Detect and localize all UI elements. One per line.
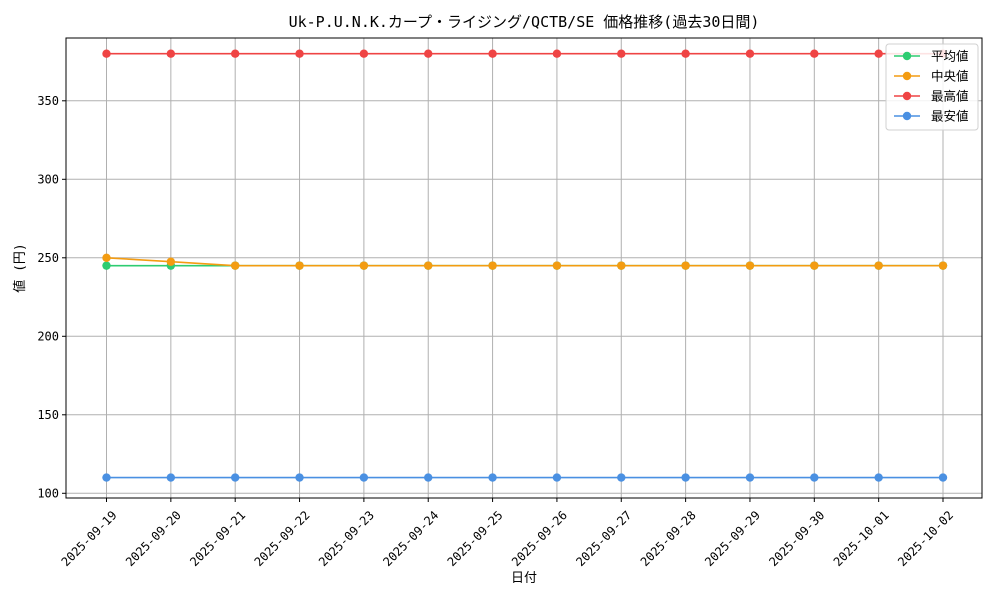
plot-frame <box>65 37 983 499</box>
data-point <box>810 473 819 482</box>
data-point <box>102 261 111 270</box>
data-point <box>617 49 626 58</box>
x-tick-label: 2025-09-19 <box>59 508 120 569</box>
x-tick-label: 2025-10-02 <box>895 508 956 569</box>
data-point <box>488 473 497 482</box>
data-point <box>810 49 819 58</box>
grid-lines <box>66 38 982 498</box>
data-point <box>938 261 948 270</box>
data-point <box>874 49 883 58</box>
legend-label: 中央値 <box>931 69 969 84</box>
legend-item: 平均値 <box>894 49 969 64</box>
data-point <box>102 253 111 262</box>
data-point <box>617 473 626 482</box>
legend-marker <box>902 51 912 61</box>
legend-item: 最高値 <box>894 89 969 104</box>
data-point <box>488 49 497 58</box>
x-tick-label: 2025-09-29 <box>702 508 763 569</box>
x-tick-label: 2025-10-01 <box>831 508 892 569</box>
legend-label: 最高値 <box>931 89 969 104</box>
data-point <box>295 261 304 270</box>
y-tick-label: 300 <box>37 172 59 186</box>
data-point <box>745 49 755 58</box>
x-tick-label: 2025-09-30 <box>766 508 827 569</box>
x-tick-label: 2025-09-24 <box>380 508 441 569</box>
x-tick-label: 2025-09-22 <box>252 508 313 569</box>
data-point <box>874 473 883 482</box>
data-point <box>810 261 819 270</box>
chart-title: Uk-P.U.N.K.カープ・ライジング/QCTB/SE 価格推移(過去30日間… <box>289 13 760 31</box>
data-point <box>938 473 948 482</box>
x-tick-label: 2025-09-23 <box>316 508 377 569</box>
data-point <box>102 473 111 482</box>
y-axis-ticks: 100 150 200 250 300 350 <box>37 94 66 500</box>
x-tick-label: 2025-09-21 <box>187 508 248 569</box>
x-tick-label: 2025-09-28 <box>638 508 699 569</box>
legend-label: 平均値 <box>931 49 969 64</box>
data-point <box>359 261 369 270</box>
data-point <box>552 261 562 270</box>
data-point <box>874 261 883 270</box>
data-point <box>102 49 111 58</box>
data-point <box>424 473 433 482</box>
legend-label: 最安値 <box>931 109 969 124</box>
series-中央値 <box>102 253 948 270</box>
series-最高値 <box>102 49 948 58</box>
data-point <box>617 261 626 270</box>
legend-marker <box>902 71 912 81</box>
x-tick-label: 2025-09-20 <box>123 508 184 569</box>
data-point <box>745 473 755 482</box>
series-line <box>106 256 943 267</box>
y-tick-label: 350 <box>37 94 59 108</box>
x-tick-label: 2025-09-25 <box>445 508 506 569</box>
data-point <box>359 49 369 58</box>
data-point <box>166 49 176 58</box>
data-point <box>681 261 690 270</box>
series-lines <box>102 49 948 482</box>
y-tick-label: 100 <box>37 486 59 500</box>
legend-marker <box>902 91 912 101</box>
series-最安値 <box>102 473 948 482</box>
data-point <box>552 49 562 58</box>
data-point <box>681 49 690 58</box>
data-point <box>295 473 304 482</box>
x-tick-label: 2025-09-27 <box>573 508 634 569</box>
data-point <box>745 261 755 270</box>
legend-item: 中央値 <box>894 69 969 84</box>
y-tick-label: 250 <box>37 251 59 265</box>
data-point <box>424 261 433 270</box>
y-axis-title: 値 (円) <box>12 243 28 292</box>
x-axis-ticks: 2025-09-19 2025-09-20 2025-09-21 2025-09-22… <box>59 498 956 569</box>
data-point <box>552 473 562 482</box>
y-tick-label: 150 <box>37 408 59 422</box>
data-point <box>230 261 240 270</box>
data-point <box>488 261 497 270</box>
data-point <box>230 49 240 58</box>
data-point <box>424 49 433 58</box>
data-point <box>295 49 304 58</box>
data-point <box>166 257 176 266</box>
data-point <box>166 473 176 482</box>
x-axis-title: 日付 <box>511 571 537 586</box>
y-tick-label: 200 <box>37 329 59 343</box>
data-point <box>681 473 690 482</box>
data-point <box>359 473 369 482</box>
data-point <box>230 473 240 482</box>
legend-item: 最安値 <box>894 109 969 124</box>
x-tick-label: 2025-09-26 <box>509 508 570 569</box>
legend-marker <box>902 111 912 121</box>
legend-box <box>885 43 979 131</box>
